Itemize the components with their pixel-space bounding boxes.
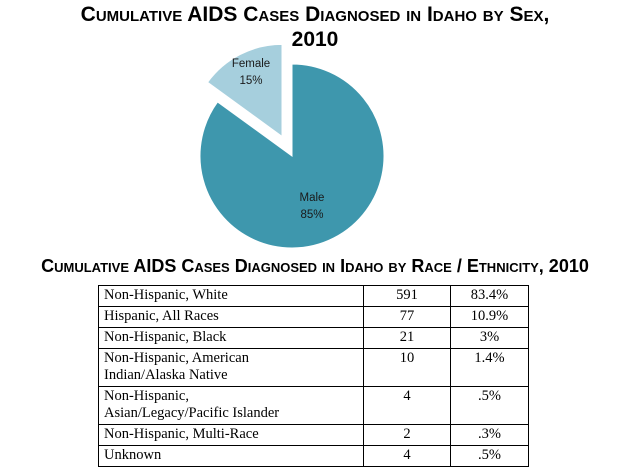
pie-slice-male xyxy=(199,63,385,249)
row-label-line: Non-Hispanic, Black xyxy=(104,329,227,345)
row-percent: 10.9% xyxy=(450,306,529,328)
row-count: 10 xyxy=(363,348,451,387)
pie-chart-title-line-1: Cumulative AIDS Cases Diagnosed in Idaho… xyxy=(80,3,550,26)
row-count: 4 xyxy=(363,386,451,425)
row-label: Hispanic, All Races xyxy=(98,306,364,328)
row-count: 77 xyxy=(363,306,451,328)
pie-chart-title: Cumulative AIDS Cases Diagnosed in Idaho… xyxy=(0,2,630,52)
pie-label-male: Male xyxy=(300,192,325,204)
row-percent: 1.4% xyxy=(450,348,529,387)
row-percent: 83.4% xyxy=(450,285,529,307)
sex-pie-chart: Male 85% Female 15% xyxy=(199,43,385,249)
row-label: Unknown xyxy=(98,445,364,467)
row-label-line: Non-Hispanic, Multi-Race xyxy=(104,426,259,442)
table-row: Non-Hispanic, Black 21 3% xyxy=(98,327,529,349)
table-row: Unknown 4 .5% xyxy=(98,445,529,467)
table-row: Hispanic, All Races 77 10.9% xyxy=(98,306,529,328)
row-label-line: Non-Hispanic, American xyxy=(104,350,249,366)
pie-label-female: Female xyxy=(232,58,270,70)
row-count: 591 xyxy=(363,285,451,307)
row-label-line: Indian/Alaska Native xyxy=(104,367,228,383)
row-label-line: Hispanic, All Races xyxy=(104,308,219,324)
table-row: Non-Hispanic, American Indian/Alaska Nat… xyxy=(98,348,529,387)
row-count: 2 xyxy=(363,424,451,446)
row-label-line: Non-Hispanic, xyxy=(104,388,189,404)
row-label-line: Non-Hispanic, White xyxy=(104,287,228,303)
row-percent: 3% xyxy=(450,327,529,349)
table-row: Non-Hispanic, White 591 83.4% xyxy=(98,285,529,307)
row-percent: .5% xyxy=(450,386,529,425)
row-label-line: Unknown xyxy=(104,447,162,463)
row-label: Non-Hispanic, Black xyxy=(98,327,364,349)
pie-slice-female xyxy=(206,43,283,138)
race-table-title: Cumulative AIDS Cases Diagnosed in Idaho… xyxy=(41,256,589,276)
row-percent: .3% xyxy=(450,424,529,446)
row-label-line: Asian/Legacy/Pacific Islander xyxy=(104,405,280,421)
row-label: Non-Hispanic, American Indian/Alaska Nat… xyxy=(98,348,364,387)
pie-value-female: 15% xyxy=(239,75,262,87)
row-label: Non-Hispanic, White xyxy=(98,285,364,307)
race-ethnicity-table: Non-Hispanic, White 591 83.4% Hispanic, … xyxy=(98,285,529,467)
row-percent: .5% xyxy=(450,445,529,467)
pie-chart-title-line-2: 2010 xyxy=(291,28,339,51)
table-row: Non-Hispanic, Multi-Race 2 .3% xyxy=(98,424,529,446)
table-row: Non-Hispanic, Asian/Legacy/Pacific Islan… xyxy=(98,386,529,425)
row-count: 4 xyxy=(363,445,451,467)
pie-value-male: 85% xyxy=(300,209,323,221)
row-label: Non-Hispanic, Multi-Race xyxy=(98,424,364,446)
row-count: 21 xyxy=(363,327,451,349)
row-label: Non-Hispanic, Asian/Legacy/Pacific Islan… xyxy=(98,386,364,425)
